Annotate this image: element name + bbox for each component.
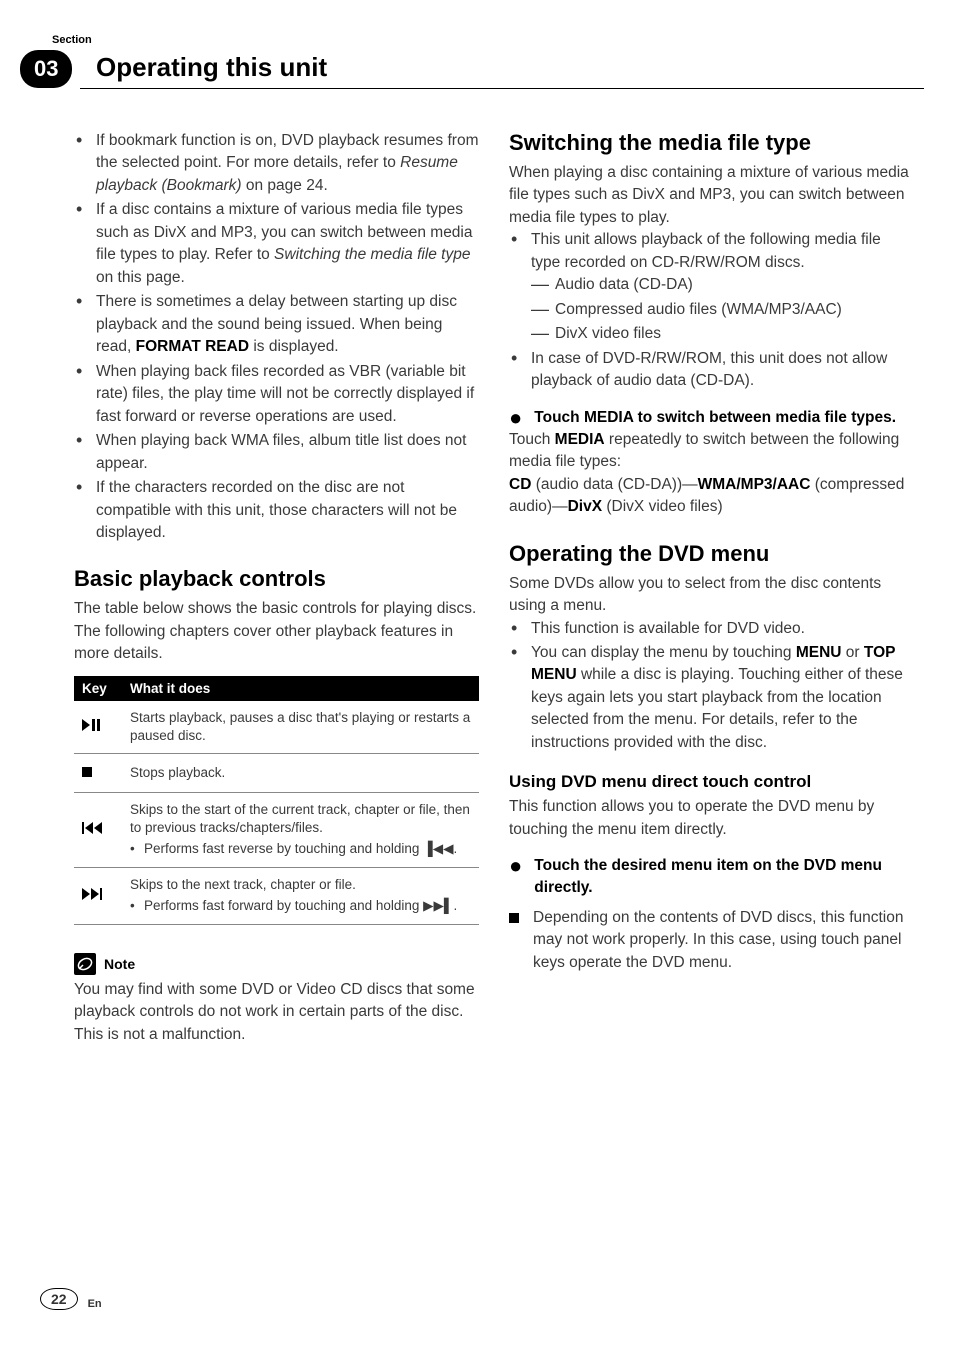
dvd-menu-heading: Operating the DVD menu (509, 541, 914, 567)
note-text: You may find with some DVD or Video CD d… (74, 979, 479, 1046)
page-number: 22 (40, 1288, 78, 1310)
table-row: Skips to the start of the current track,… (74, 792, 479, 867)
table-cell: Starts playback, pauses a disc that's pl… (122, 701, 479, 754)
switch-bullet-list: This unit allows playback of the followi… (509, 229, 914, 392)
right-column: Switching the media file type When playi… (509, 130, 914, 1046)
intro-bullet-list: If bookmark function is on, DVD playback… (74, 130, 479, 544)
table-row: Skips to the next track, chapter or file… (74, 867, 479, 924)
switch-media-intro: When playing a disc containing a mixture… (509, 162, 914, 229)
switch-action-text: Touch MEDIA to switch between media file… (534, 407, 896, 429)
direct-touch-intro: This function allows you to operate the … (509, 796, 914, 841)
direct-action: ● Touch the desired menu item on the DVD… (509, 855, 914, 898)
next-icon (74, 867, 122, 924)
dvd-bullet-list: This function is available for DVD video… (509, 618, 914, 755)
table-cell: Stops playback. (122, 754, 479, 793)
table-cell: Skips to the start of the current track,… (122, 792, 479, 867)
list-item: When playing back files recorded as VBR … (96, 361, 479, 428)
switch-body1: Touch MEDIA repeatedly to switch between… (509, 429, 914, 474)
language-code: En (88, 1298, 102, 1310)
page-footer: 22 En (40, 1288, 102, 1310)
switch-action: ● Touch MEDIA to switch between media fi… (509, 407, 914, 429)
switch-body2: CD (audio data (CD-DA))—WMA/MP3/AAC (com… (509, 474, 914, 519)
note-icon (74, 953, 96, 975)
direct-touch-heading: Using DVD menu direct touch control (509, 772, 914, 792)
list-item: This unit allows playback of the followi… (531, 229, 914, 345)
list-item: There is sometimes a delay between start… (96, 291, 479, 358)
bullet-icon: ● (509, 407, 522, 429)
list-item: Performs fast forward by touching and ho… (144, 896, 471, 916)
play-pause-icon (74, 701, 122, 754)
note-header: Note (74, 953, 479, 975)
list-item: In case of DVD-R/RW/ROM, this unit does … (531, 348, 914, 393)
direct-note: Depending on the contents of DVD discs, … (509, 907, 914, 974)
table-header-key: Key (74, 676, 122, 701)
left-column: If bookmark function is on, DVD playback… (74, 130, 479, 1046)
stop-icon (74, 754, 122, 793)
list-item: If the characters recorded on the disc a… (96, 477, 479, 544)
dvd-menu-intro: Some DVDs allow you to select from the d… (509, 573, 914, 618)
table-header-what: What it does (122, 676, 479, 701)
list-item: When playing back WMA files, album title… (96, 430, 479, 475)
list-item: This function is available for DVD video… (531, 618, 914, 640)
basic-playback-intro: The table below shows the basic controls… (74, 598, 479, 665)
note-label: Note (104, 956, 135, 972)
list-item: DivX video files (555, 323, 914, 345)
page-header: Section 03 Operating this unit (0, 0, 954, 90)
table-row: Stops playback. (74, 754, 479, 793)
list-item: Audio data (CD-DA) (555, 274, 914, 296)
direct-action-text: Touch the desired menu item on the DVD m… (534, 855, 914, 898)
direct-note-text: Depending on the contents of DVD discs, … (533, 907, 914, 974)
list-item: Performs fast reverse by touching and ho… (144, 839, 471, 859)
prev-icon (74, 792, 122, 867)
switch-media-heading: Switching the media file type (509, 130, 914, 156)
basic-playback-heading: Basic playback controls (74, 566, 479, 592)
section-number-badge: 03 (20, 50, 72, 88)
section-label: Section (52, 34, 92, 46)
controls-table: Key What it does Starts playback, pauses… (74, 676, 479, 925)
content-columns: If bookmark function is on, DVD playback… (0, 90, 954, 1046)
square-icon (509, 913, 519, 923)
switch-sub-list: Audio data (CD-DA) Compressed audio file… (531, 274, 914, 345)
table-row: Starts playback, pauses a disc that's pl… (74, 701, 479, 754)
list-item: You can display the menu by touching MEN… (531, 642, 914, 754)
table-cell: Skips to the next track, chapter or file… (122, 867, 479, 924)
list-item: If a disc contains a mixture of various … (96, 199, 479, 289)
bullet-icon: ● (509, 855, 522, 898)
list-item: Compressed audio files (WMA/MP3/AAC) (555, 299, 914, 321)
header-rule (80, 88, 924, 89)
list-item: If bookmark function is on, DVD playback… (96, 130, 479, 197)
page-title: Operating this unit (96, 52, 327, 83)
